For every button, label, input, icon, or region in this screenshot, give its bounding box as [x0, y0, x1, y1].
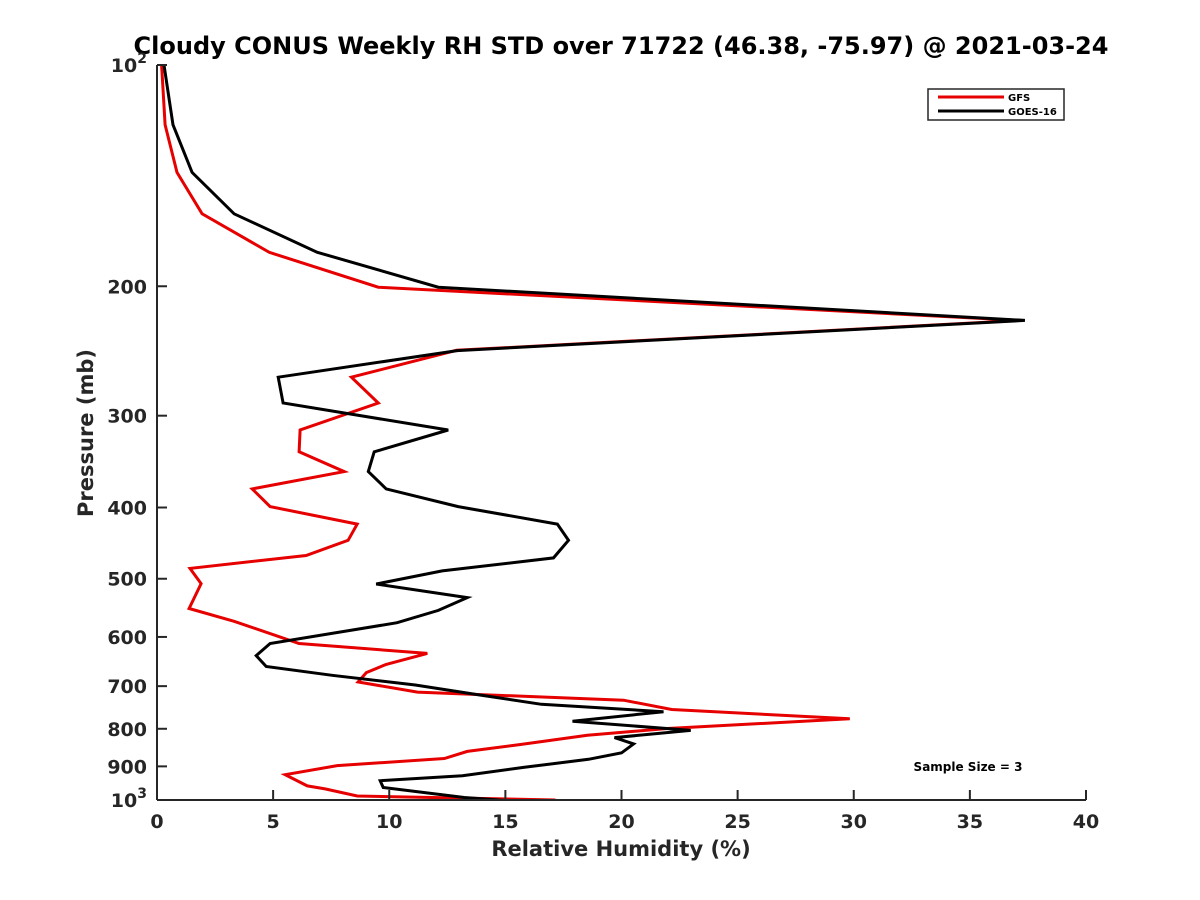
x-tick-label: 40: [1073, 811, 1099, 833]
chart-title: Cloudy CONUS Weekly RH STD over 71722 (4…: [134, 32, 1109, 60]
y-tick-label: 800: [107, 719, 147, 741]
y-tick-label: 400: [107, 498, 147, 520]
legend: GFS GOES-16: [927, 88, 1065, 121]
legend-label-goes16: GOES-16: [1008, 107, 1057, 118]
y-tick-label: 103: [111, 786, 147, 812]
x-tick-label: 5: [267, 811, 280, 833]
y-tick-label: 200: [107, 276, 147, 298]
y-tick-label: 300: [107, 406, 147, 428]
x-tick-label: 30: [841, 811, 867, 833]
x-tick-label: 0: [150, 811, 163, 833]
y-tick-label: 900: [107, 756, 147, 778]
x-tick-label: 10: [376, 811, 402, 833]
x-ticks: 0 5 10 15 20 25 30 35 40: [150, 790, 1099, 833]
x-tick-label: 20: [608, 811, 634, 833]
legend-box: [927, 88, 1065, 121]
y-tick-label: 102: [111, 51, 147, 77]
legend-label-gfs: GFS: [1008, 93, 1030, 104]
x-tick-label: 25: [724, 811, 750, 833]
y-axis-label: Pressure (mb): [74, 349, 98, 517]
y-tick-label: 700: [107, 676, 147, 698]
y-tick-label: 500: [107, 569, 147, 591]
series-line-goes16: [162, 64, 1025, 800]
series-line-gfs: [160, 64, 1022, 800]
y-ticks: 102 200 300 400 500 600 700 800 900 103: [107, 51, 167, 812]
axes: [156, 65, 1086, 801]
y-tick-label: 600: [107, 627, 147, 649]
x-tick-label: 15: [492, 811, 518, 833]
x-tick-label: 35: [957, 811, 983, 833]
sample-size-annotation: Sample Size = 3: [914, 760, 1023, 774]
series-layer: [160, 64, 1025, 800]
x-axis-label: Relative Humidity (%): [491, 837, 750, 861]
